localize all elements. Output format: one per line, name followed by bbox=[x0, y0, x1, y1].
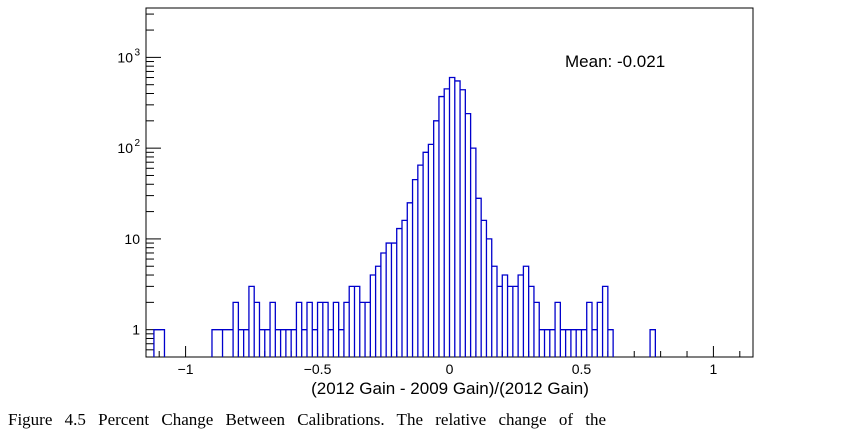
x-axis-title: (2012 Gain - 2009 Gain)/(2012 Gain) bbox=[311, 379, 589, 398]
y-tick-exponent: 2 bbox=[134, 138, 140, 149]
x-tick-label: −0.5 bbox=[304, 361, 332, 377]
y-tick-label: 10 bbox=[124, 231, 140, 247]
histogram-line bbox=[153, 76, 656, 357]
x-tick-label: 1 bbox=[710, 361, 718, 377]
y-tick-label: 10 bbox=[117, 49, 133, 65]
x-tick-label: −1 bbox=[178, 361, 194, 377]
mean-annotation: Mean: -0.021 bbox=[565, 52, 665, 71]
x-tick-label: 0 bbox=[446, 361, 454, 377]
x-tick-label: 0.5 bbox=[572, 361, 592, 377]
y-tick-exponent: 3 bbox=[134, 47, 140, 58]
y-tick-label: 10 bbox=[117, 140, 133, 156]
y-tick-label: 1 bbox=[132, 322, 140, 338]
figure-caption: Figure 4.5 Percent Change Between Calibr… bbox=[8, 410, 607, 429]
